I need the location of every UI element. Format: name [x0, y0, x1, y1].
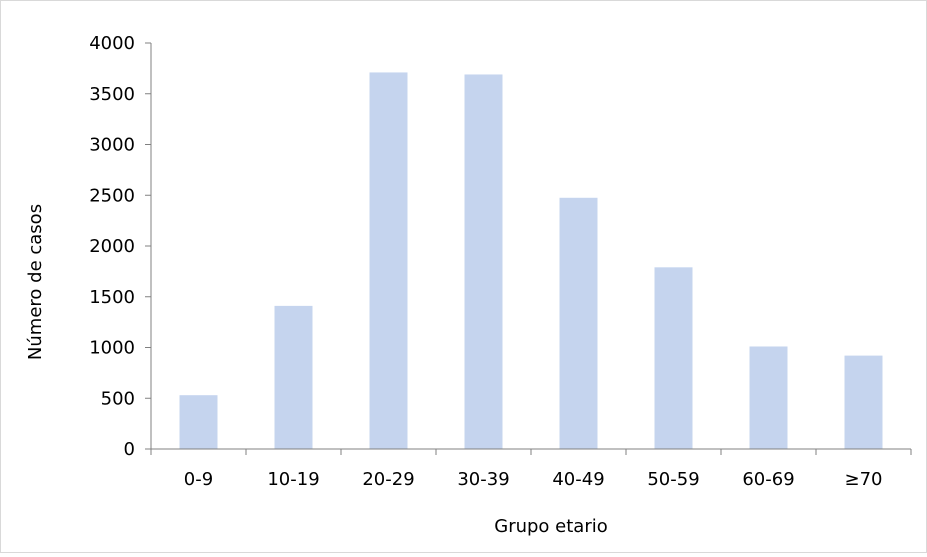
x-axis-label: Grupo etario: [494, 516, 608, 537]
y-tick-label: 3500: [89, 84, 135, 105]
y-tick-label: 500: [101, 388, 135, 409]
x-axis-ticks: 0-9 10-19 20-29 30-39 40-49 50-59 60-69 ≥70: [150, 449, 912, 490]
y-tick-label: 3000: [89, 135, 135, 156]
x-tick-label: 10-19: [267, 469, 319, 490]
x-tick-label: ≥70: [845, 469, 883, 490]
x-tick-label: 50-59: [647, 469, 699, 490]
x-tick-label: 30-39: [457, 469, 509, 490]
x-tick-label: 40-49: [552, 469, 604, 490]
bar-20-29: [369, 72, 408, 449]
y-tick-label: 2500: [89, 185, 135, 206]
y-tick-label: 1500: [89, 287, 135, 308]
y-axis-label: Número de casos: [25, 204, 46, 360]
x-tick-label: 0-9: [184, 469, 213, 490]
y-tick-label: 1000: [89, 338, 135, 359]
x-tick-label: 20-29: [362, 469, 414, 490]
x-tick-label: 60-69: [742, 469, 794, 490]
y-tick-label: 2000: [89, 236, 135, 257]
bars-group: [179, 72, 883, 449]
bar-≥70: [844, 355, 883, 449]
bar-50-59: [654, 267, 693, 449]
y-tick-label: 0: [124, 439, 135, 460]
bar-30-39: [464, 74, 503, 449]
y-axis-ticks: 0 500 1000 1500 2000 2500 3000 3500 4000: [89, 33, 151, 460]
bar-0-9: [179, 395, 218, 449]
bar-10-19: [274, 305, 313, 449]
bar-40-49: [559, 197, 598, 449]
y-tick-label: 4000: [89, 33, 135, 54]
bar-60-69: [749, 346, 788, 449]
